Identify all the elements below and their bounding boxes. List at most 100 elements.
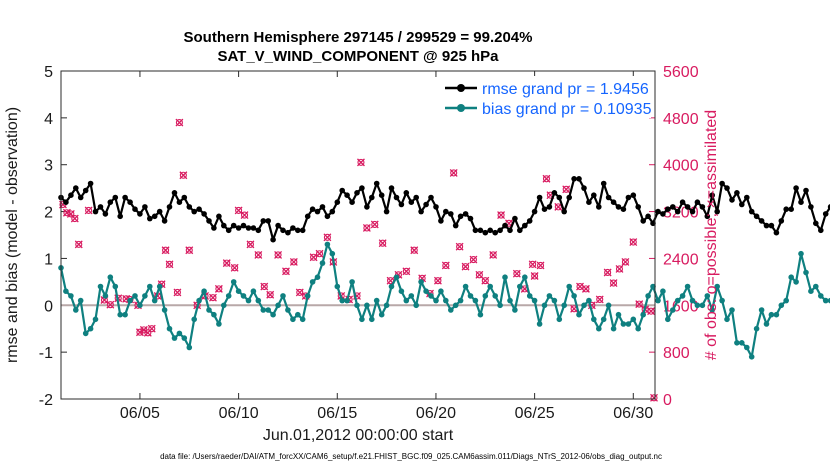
obs-possible-mark bbox=[615, 265, 624, 273]
rmse-point bbox=[151, 213, 158, 220]
rmse-point bbox=[354, 190, 360, 196]
rmse-point bbox=[709, 192, 715, 198]
obs-assimilated-mark bbox=[214, 284, 223, 293]
bias-point bbox=[97, 283, 104, 290]
obs-possible-mark bbox=[621, 258, 629, 266]
obs-count-marker bbox=[362, 224, 371, 232]
obs-possible-mark bbox=[75, 240, 83, 248]
obs-assimilated-mark bbox=[357, 158, 365, 167]
legend-bias-marker bbox=[457, 104, 465, 112]
rmse-point bbox=[546, 204, 553, 210]
rmse-point bbox=[290, 225, 296, 231]
rmse-point bbox=[630, 192, 637, 198]
bias-point bbox=[142, 293, 148, 299]
bias-point bbox=[344, 297, 350, 304]
bias-point bbox=[566, 283, 572, 290]
rmse-point bbox=[280, 227, 286, 234]
bias-point bbox=[655, 297, 661, 304]
bias-point bbox=[201, 288, 207, 295]
bias-point bbox=[467, 293, 474, 299]
obs-count-marker bbox=[530, 272, 539, 280]
bias-point bbox=[798, 250, 804, 257]
bias-point bbox=[349, 279, 355, 285]
bias-point bbox=[689, 297, 696, 304]
bias-point bbox=[176, 330, 183, 337]
bias-point bbox=[571, 293, 577, 299]
bias-point bbox=[250, 288, 257, 295]
bias-point bbox=[373, 297, 380, 304]
obs-assimilated-mark bbox=[260, 282, 269, 291]
obs-possible-mark bbox=[85, 206, 93, 214]
bias-point bbox=[665, 316, 671, 323]
rmse-point bbox=[378, 192, 385, 198]
rmse-point bbox=[265, 218, 272, 224]
bias-point bbox=[102, 293, 109, 299]
rmse-point bbox=[660, 211, 666, 217]
obs-count-marker bbox=[609, 279, 618, 287]
rmse-point bbox=[117, 213, 123, 220]
rmse-point bbox=[448, 211, 454, 217]
obs-count-marker bbox=[323, 233, 332, 242]
rmse-point bbox=[457, 213, 464, 220]
bias-point bbox=[670, 307, 676, 313]
rmse-point bbox=[107, 199, 114, 205]
obs-possible-mark bbox=[402, 267, 410, 275]
obs-count-marker bbox=[475, 270, 484, 279]
rmse-point bbox=[689, 208, 696, 215]
bias-point bbox=[265, 307, 272, 313]
obs-possible-mark bbox=[513, 270, 521, 278]
rmse-point bbox=[206, 218, 212, 224]
obs-possible-mark bbox=[148, 325, 156, 333]
rmse-point bbox=[309, 206, 316, 212]
obs-possible-mark bbox=[635, 300, 643, 308]
rmse-point bbox=[665, 206, 671, 212]
obs-assimilated-mark bbox=[74, 240, 83, 249]
obs-assimilated-mark bbox=[370, 220, 379, 229]
rmse-point bbox=[822, 211, 829, 217]
bias-point bbox=[591, 316, 597, 323]
bias-point bbox=[433, 297, 439, 304]
rmse-point bbox=[477, 227, 484, 234]
bias-point bbox=[699, 302, 706, 309]
bias-point bbox=[92, 316, 99, 323]
obs-assimilated-mark bbox=[175, 118, 184, 127]
rmse-point bbox=[423, 201, 429, 208]
rmse-point bbox=[748, 208, 755, 215]
rmse-point bbox=[507, 227, 513, 234]
y-tick-label: -1 bbox=[39, 345, 53, 362]
bias-point bbox=[684, 283, 691, 290]
obs-count-marker bbox=[161, 246, 170, 255]
rmse-point bbox=[640, 218, 646, 224]
obs-assimilated-mark bbox=[562, 185, 571, 194]
bias-point bbox=[428, 293, 434, 299]
bias-point bbox=[63, 288, 69, 295]
obs-count-marker bbox=[70, 214, 79, 223]
bias-point bbox=[758, 307, 765, 313]
rmse-point bbox=[408, 199, 415, 205]
rmse-point bbox=[615, 204, 622, 210]
rmse-point bbox=[230, 222, 237, 229]
obs-assimilated-mark bbox=[230, 263, 239, 272]
obs-count-marker bbox=[581, 284, 590, 293]
obs-possible-mark bbox=[235, 206, 243, 214]
rmse-point bbox=[827, 204, 830, 210]
x-tick-label: 06/25 bbox=[515, 405, 555, 422]
obs-possible-mark bbox=[554, 203, 562, 211]
rmse-point bbox=[68, 192, 74, 198]
rmse-point bbox=[576, 176, 582, 182]
bias-point bbox=[260, 307, 267, 313]
rmse-point bbox=[383, 208, 390, 215]
rmse-point bbox=[359, 185, 365, 191]
rmse-point bbox=[443, 208, 449, 215]
obs-count-marker bbox=[455, 242, 464, 251]
rmse-point bbox=[216, 213, 222, 220]
legend-rmse-label: rmse grand pr = 1.9456 bbox=[482, 81, 649, 98]
rmse-point bbox=[403, 190, 410, 196]
obs-count-marker bbox=[542, 174, 551, 183]
bias-point bbox=[151, 297, 158, 304]
rmse-point bbox=[813, 220, 819, 227]
plot-frame bbox=[60, 70, 656, 400]
x-tick-label: 06/10 bbox=[219, 405, 259, 422]
obs-possible-mark bbox=[162, 246, 170, 254]
y-tick-label: 5 bbox=[44, 64, 53, 81]
